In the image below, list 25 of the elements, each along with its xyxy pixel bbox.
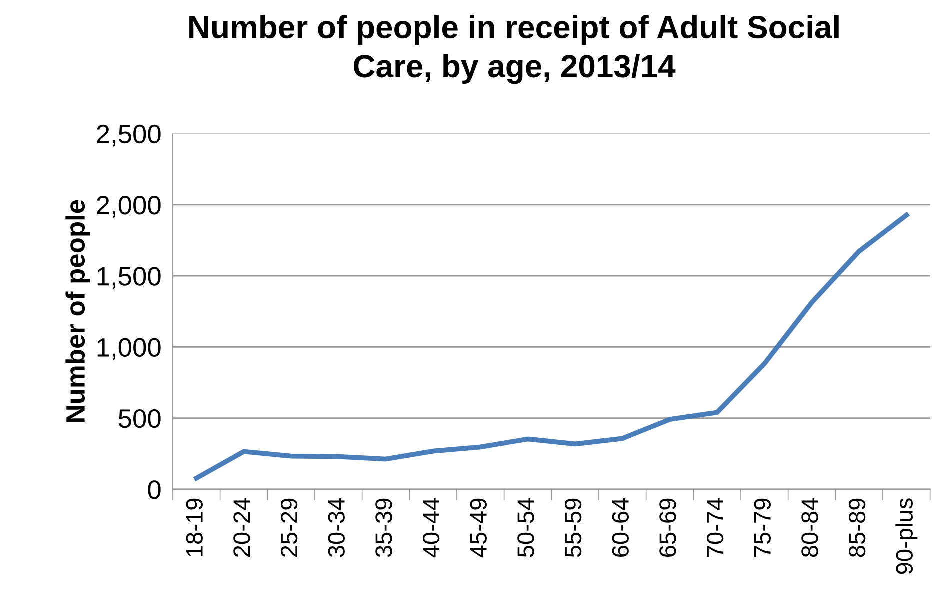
x-tick-label: 40-44 [422,498,440,558]
y-tick-label: 2,500 [97,124,161,147]
x-tick-label: 75-79 [754,498,771,557]
y-tick-label: 1,500 [98,267,161,289]
line-series [194,212,910,481]
x-tick-label: 60-64 [612,498,629,557]
x-tick-label: 35-39 [376,498,392,558]
x-tick-label: 80-84 [802,498,818,558]
x-tick-label: 50-54 [518,498,534,558]
y-tick-label: 1,000 [98,338,161,360]
x-tick-label: 85-89 [848,498,866,558]
x-tick-label: 20-24 [234,498,250,557]
x-tick-label: 70-74 [706,498,724,557]
x-tick-label: 90-plus [896,498,918,574]
y-axis-title: Number of people [66,200,90,422]
y-tick-label: 2,000 [97,196,161,218]
x-tick-label: 25-29 [280,498,298,557]
x-tick-label: 18-19 [186,498,203,556]
y-tick-label: 500 [118,409,161,428]
x-tick-label: 30-34 [328,498,345,558]
chart-title: Number of people in receipt of Adult Social Care, by age, 2013/14 [190,15,839,84]
x-tick-label: 55-59 [564,498,582,558]
x-tick-label: 45-49 [470,498,487,558]
y-tick-label: 0 [148,480,161,500]
x-tick-label: 65-69 [660,498,676,557]
